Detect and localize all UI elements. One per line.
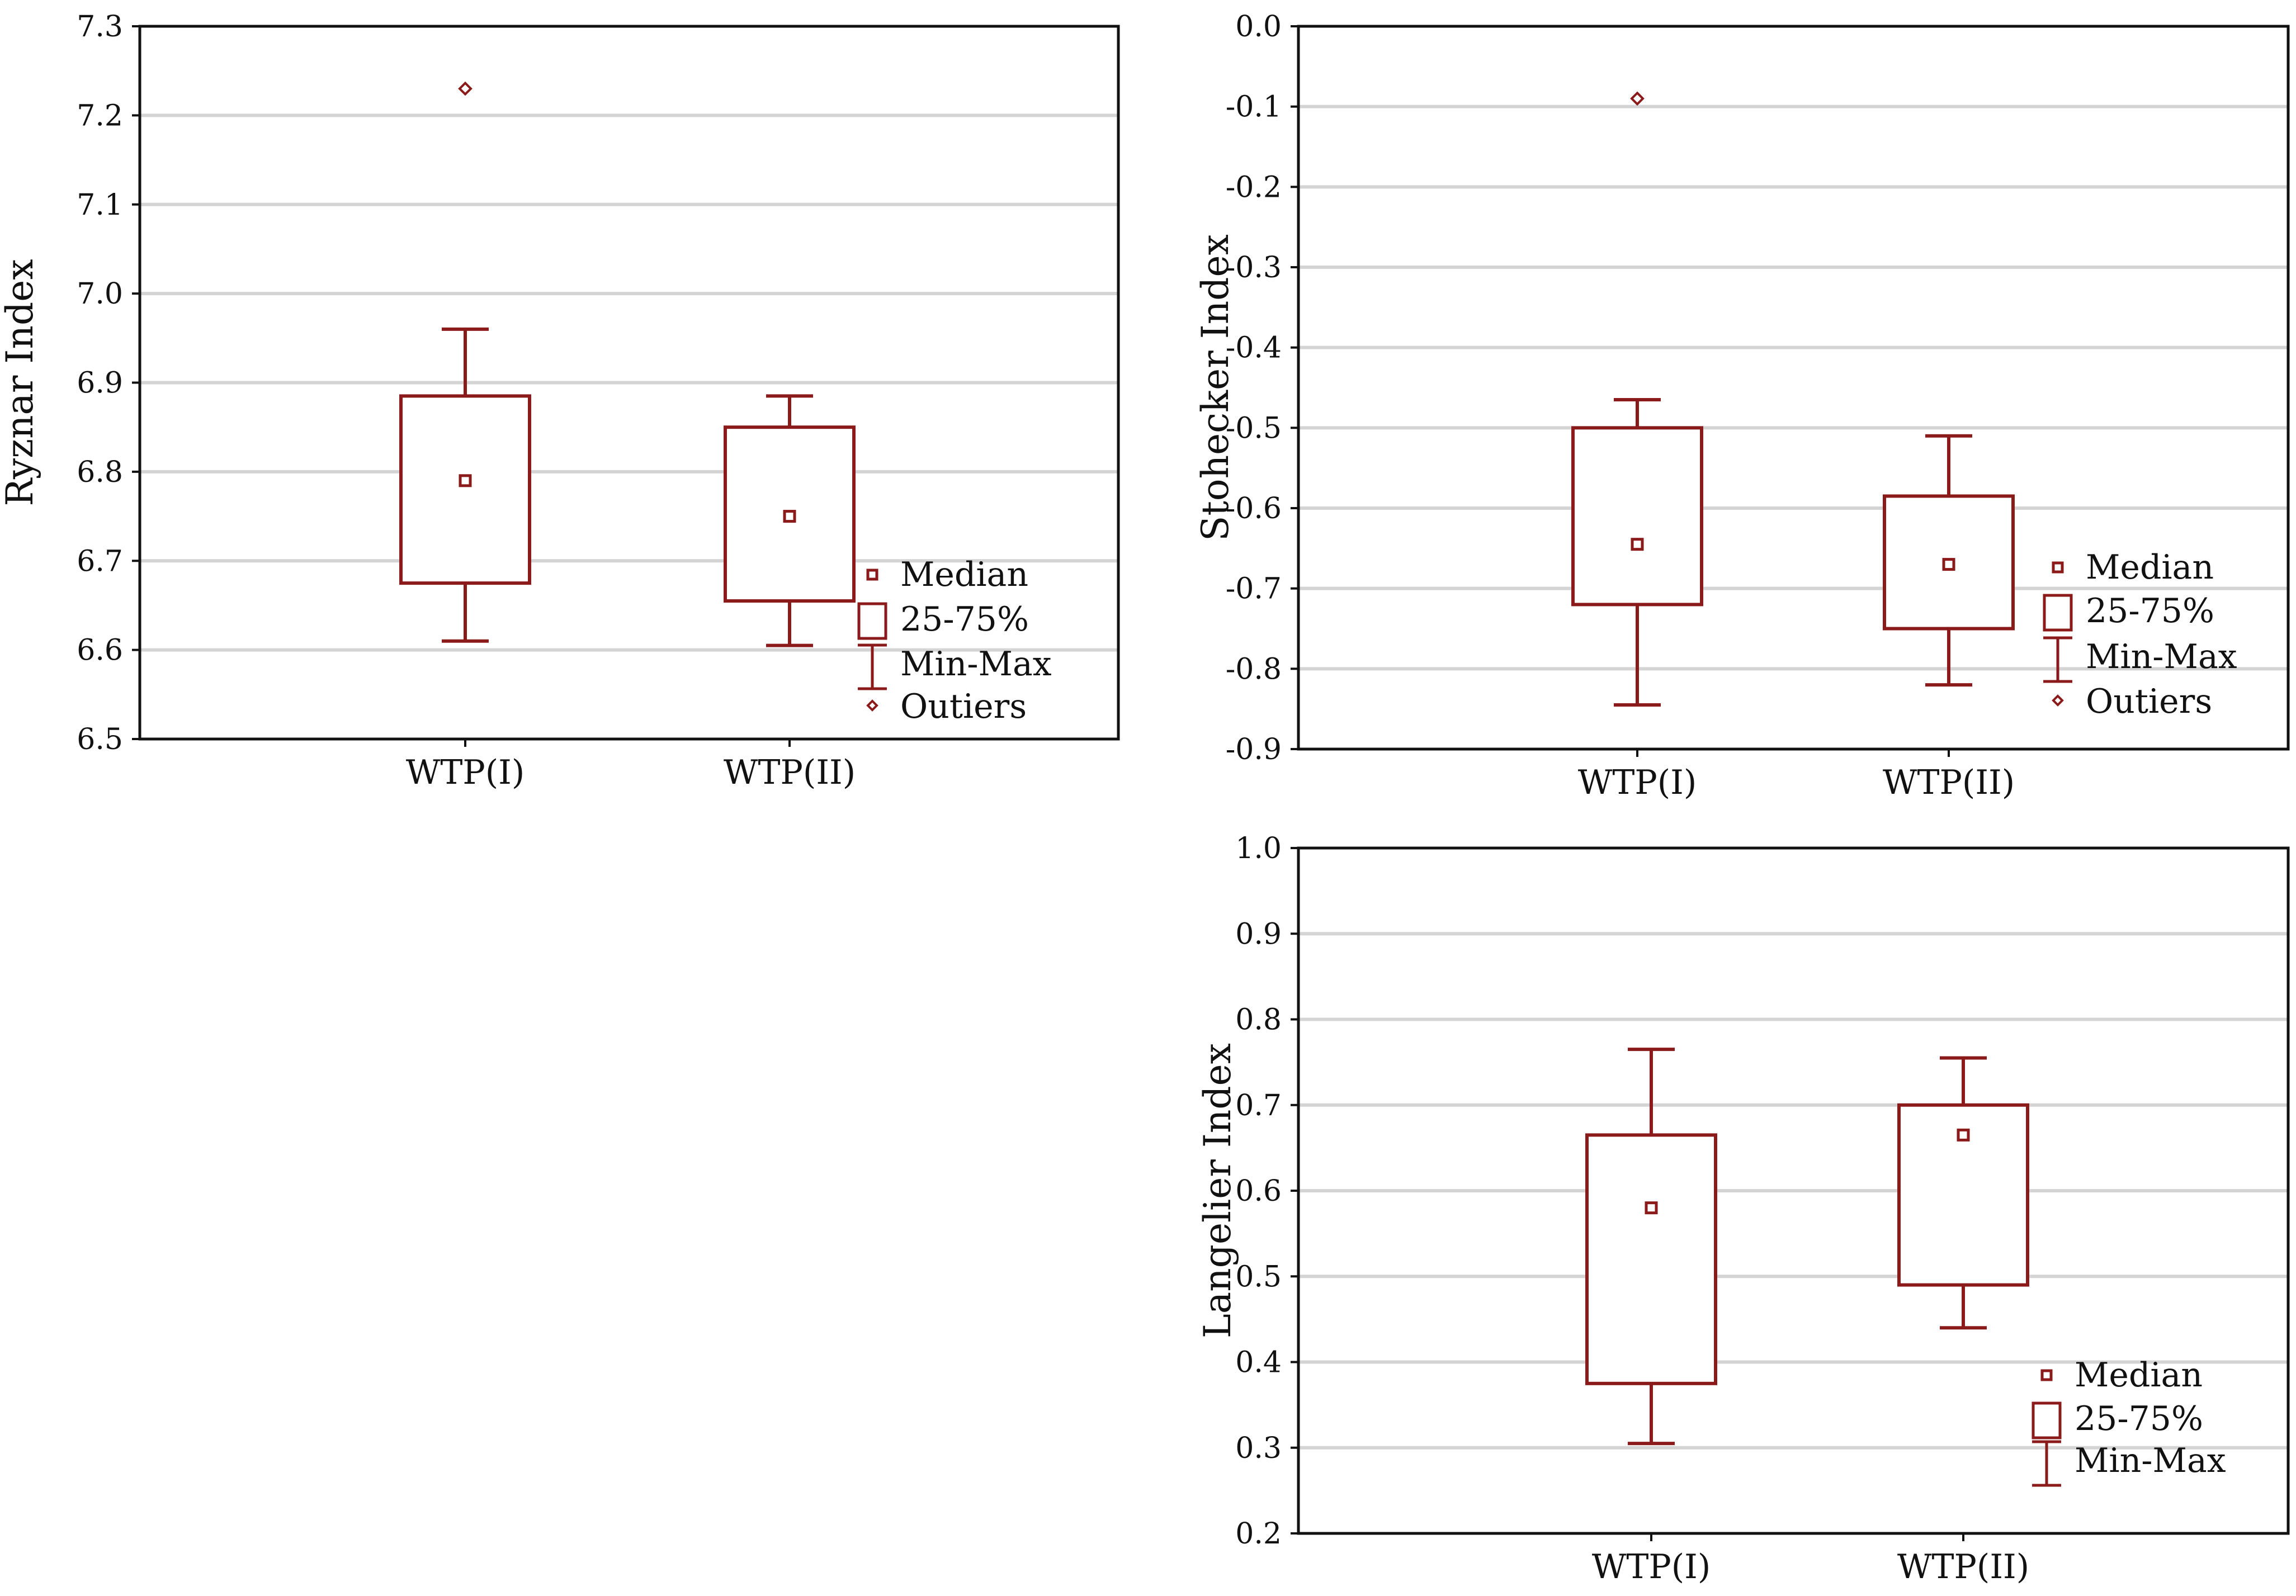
legend-median-symbol	[866, 569, 878, 581]
box-WTP(II)	[724, 394, 856, 647]
x-category-label: WTP(II)	[724, 753, 856, 792]
legend-outlier-symbol	[2052, 694, 2064, 707]
y-tick-label: -0.9	[1226, 733, 1282, 766]
langelier-chart: 0.2 0.3 0.4 0.5 0.6 0.7 0.8 0.9 1.0 Langelier Ind…	[1196, 832, 2290, 1586]
legend: Median 25-75%Min-Max	[2032, 1356, 2226, 1487]
legend-label: Min-Max	[2075, 1441, 2226, 1480]
legend-label: 25-75%	[2086, 591, 2214, 631]
y-tick-label: -0.6	[1226, 492, 1282, 525]
x-category-label: WTP(I)	[1592, 1547, 1711, 1586]
x-category-label: WTP(II)	[1883, 763, 2015, 802]
y-tick-label: 0.0	[1235, 10, 1282, 44]
y-tick-label: 6.5	[77, 723, 123, 756]
y-tick-label: 0.3	[1235, 1432, 1282, 1465]
box-iqr	[1571, 426, 1703, 607]
box-WTP(II)	[1897, 1056, 2029, 1330]
legend-label: Outiers	[900, 687, 1027, 726]
legend-median-symbol	[2052, 561, 2064, 574]
legend-label: Min-Max	[900, 645, 1052, 684]
y-axis-title: Langelier Index	[1196, 1043, 1239, 1338]
legend-iqr-symbol	[2032, 1401, 2062, 1439]
y-tick-label: -0.8	[1226, 652, 1282, 686]
y-tick-label: -0.5	[1226, 411, 1282, 445]
y-tick-label: 0.2	[1235, 1517, 1282, 1551]
y-tick-label: 6.8	[77, 456, 123, 489]
box-WTP(I)	[399, 81, 531, 643]
x-category-label: WTP(I)	[1578, 763, 1697, 802]
y-tick-label: 0.5	[1235, 1260, 1282, 1294]
box-iqr	[1585, 1133, 1717, 1385]
y-tick-label: 0.4	[1235, 1346, 1282, 1380]
median-marker	[1645, 1201, 1658, 1215]
legend-label: Median	[2086, 548, 2214, 587]
box-WTP(II)	[1883, 434, 2015, 687]
y-tick-label: 0.8	[1235, 1003, 1282, 1037]
plot-frame	[1297, 25, 2290, 751]
y-tick-label: 7.0	[77, 277, 123, 311]
legend-label: 25-75%	[900, 600, 1029, 639]
legend-label: Min-Max	[2086, 637, 2237, 676]
outlier-point	[1630, 91, 1645, 106]
ryznar-chart: 6.5 6.6 6.7 6.8 6.9 7.0 7.1 7.2 7.3 Ryznar Index W…	[0, 10, 1120, 792]
legend-label: Outiers	[2086, 682, 2212, 721]
legend: Median 25-75% Min-Max Outiers	[2043, 548, 2237, 721]
median-marker	[1631, 538, 1644, 551]
median-marker	[459, 474, 472, 487]
legend-iqr-symbol	[2043, 594, 2073, 632]
median-marker	[1957, 1128, 1970, 1142]
median-marker	[783, 510, 796, 523]
box-iqr	[399, 394, 531, 585]
legend-label: Median	[900, 555, 1028, 594]
outlier-point	[458, 81, 473, 96]
y-tick-label: 1.0	[1235, 832, 1282, 865]
y-tick-label: 0.7	[1235, 1089, 1282, 1123]
y-tick-label: 6.7	[77, 544, 123, 578]
y-tick-label: 7.3	[77, 10, 123, 44]
legend-label: 25-75%	[2075, 1399, 2203, 1438]
legend-label: Median	[2075, 1356, 2203, 1395]
y-tick-label: 7.2	[77, 99, 123, 132]
x-category-label: WTP(II)	[1897, 1547, 2029, 1586]
legend-outlier-symbol	[866, 699, 878, 712]
box-WTP(I)	[1571, 91, 1703, 707]
legend-iqr-symbol	[857, 602, 887, 640]
plot-frame	[1297, 846, 2290, 1535]
y-tick-label: -0.4	[1226, 331, 1282, 365]
stohecker-chart: 0.0 -0.1 -0.2 -0.3 -0.4 -0.5 -0.6 -0.7 -0.8 -0.9 S…	[1194, 10, 2290, 802]
y-axis-title: Ryznar Index	[0, 259, 41, 506]
y-tick-label: 6.6	[77, 634, 123, 667]
legend-median-symbol	[2040, 1369, 2053, 1381]
box-WTP(I)	[1585, 1048, 1717, 1446]
y-tick-label: -0.2	[1226, 171, 1282, 204]
plot-frame	[138, 25, 1120, 741]
median-marker	[1942, 558, 1955, 571]
y-tick-label: -0.3	[1226, 251, 1282, 285]
y-tick-label: 6.9	[77, 367, 123, 400]
y-tick-label: 0.9	[1235, 917, 1282, 951]
x-category-label: WTP(I)	[406, 753, 525, 792]
y-tick-label: 0.6	[1235, 1174, 1282, 1208]
y-tick-label: 7.1	[77, 188, 123, 222]
y-tick-label: -0.1	[1226, 91, 1282, 124]
y-tick-label: -0.7	[1226, 572, 1282, 606]
y-axis-title: Stohecker Index	[1194, 234, 1237, 541]
